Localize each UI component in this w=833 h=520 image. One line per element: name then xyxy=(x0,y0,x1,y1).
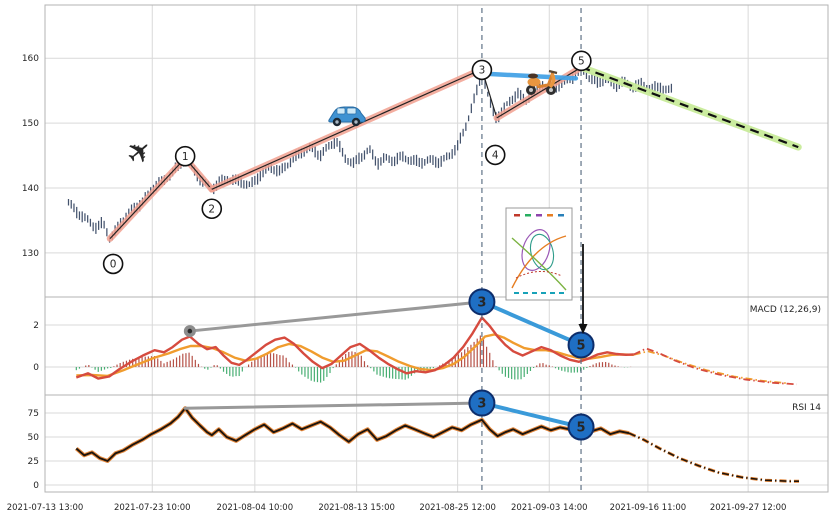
inset-thumbnail xyxy=(505,207,573,301)
svg-text:150: 150 xyxy=(22,119,39,129)
macd-series xyxy=(75,316,797,386)
svg-text:0: 0 xyxy=(33,363,39,373)
car-icon xyxy=(328,106,366,127)
svg-text:3: 3 xyxy=(477,397,486,412)
inset-arrow xyxy=(578,244,588,334)
svg-text:2021-09-27 12:00: 2021-09-27 12:00 xyxy=(710,503,787,513)
svg-text:25: 25 xyxy=(28,457,39,467)
macd-histogram xyxy=(75,335,632,383)
svg-text:130: 130 xyxy=(22,249,39,259)
svg-text:3: 3 xyxy=(477,295,486,310)
grid-layer xyxy=(44,4,829,493)
price-waypoints: 0 1 2 3 4 5 xyxy=(102,50,592,275)
svg-text:0: 0 xyxy=(110,259,117,271)
svg-text:2021-09-16 11:00: 2021-09-16 11:00 xyxy=(610,503,687,513)
price-forecast xyxy=(577,63,802,151)
macd-annotations: 35 xyxy=(183,288,595,359)
airplane-icon: ✈ xyxy=(119,131,161,174)
svg-text:160: 160 xyxy=(22,54,39,64)
svg-text:1: 1 xyxy=(182,151,189,163)
x-axis-labels: 2021-07-13 13:00 2021-07-23 10:00 2021-08-… xyxy=(7,503,787,513)
svg-text:2021-07-23 10:00: 2021-07-23 10:00 xyxy=(114,503,191,513)
svg-text:2021-08-25 12:00: 2021-08-25 12:00 xyxy=(419,503,496,513)
svg-text:2021-09-03 14:00: 2021-09-03 14:00 xyxy=(511,503,588,513)
svg-text:2: 2 xyxy=(208,204,215,216)
rsi-label: RSI 14 xyxy=(792,403,821,413)
svg-text:2: 2 xyxy=(33,321,39,331)
svg-text:4: 4 xyxy=(492,150,499,162)
svg-text:✈: ✈ xyxy=(119,131,161,174)
scooter-icon xyxy=(526,69,558,95)
svg-text:5: 5 xyxy=(577,338,586,353)
y-axis-labels: 160 150 140 130 2 0 75 50 25 0 xyxy=(22,54,39,491)
rsi-series xyxy=(74,406,799,483)
svg-text:0: 0 xyxy=(33,481,39,491)
svg-text:3: 3 xyxy=(479,65,486,77)
rsi-annotations: 35 xyxy=(183,389,595,441)
svg-text:50: 50 xyxy=(28,433,40,443)
svg-text:75: 75 xyxy=(28,409,39,419)
svg-text:5: 5 xyxy=(577,421,586,436)
svg-text:2021-07-13 13:00: 2021-07-13 13:00 xyxy=(7,503,84,513)
svg-text:140: 140 xyxy=(22,184,39,194)
svg-text:5: 5 xyxy=(578,56,585,68)
macd-label: MACD (12,26,9) xyxy=(749,305,821,315)
svg-text:2021-08-13 15:00: 2021-08-13 15:00 xyxy=(318,503,395,513)
svg-text:2021-08-04 10:00: 2021-08-04 10:00 xyxy=(217,503,294,513)
